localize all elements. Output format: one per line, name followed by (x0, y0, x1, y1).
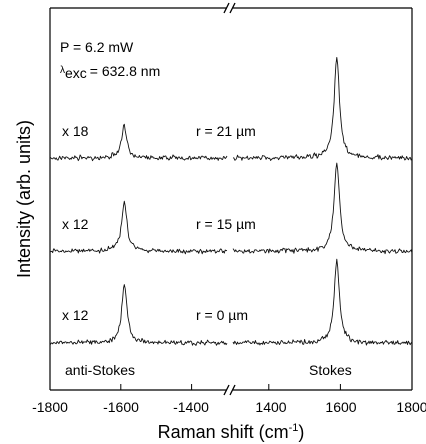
x-axis-title-sup: -1 (289, 422, 299, 434)
tick-label-1600: 1600 (325, 399, 356, 415)
wavelength-label: λexc = 632.8 nm (60, 63, 160, 81)
region-label-anti-stokes: anti-Stokes (65, 362, 135, 378)
series-label-r21: r = 21 µm (196, 123, 256, 139)
scale-label-r0: x 12 (62, 307, 89, 323)
series-0-anti-stokes-line (49, 123, 228, 162)
break-mark-bottom-2 (229, 384, 236, 396)
series-2-stokes-line (232, 258, 413, 346)
break-mark-top-2 (229, 2, 236, 14)
series-label-r0: r = 0 µm (196, 307, 248, 323)
series-1-stokes-line (232, 162, 413, 255)
region-label-stokes: Stokes (309, 362, 352, 378)
tick-label-neg1400: -1400 (173, 399, 209, 415)
power-label: P = 6.2 mW (60, 39, 134, 55)
lambda-subscript: exc (65, 65, 87, 81)
x-ticks (49, 384, 413, 390)
tick-label-neg1600: -1600 (103, 399, 139, 415)
y-axis-title: Intensity (arb. units) (14, 120, 34, 278)
series-1-anti-stokes-line (49, 200, 228, 255)
x-axis-title: Raman shift (cm-1) (158, 422, 305, 442)
tick-label-1800: 1800 (396, 399, 426, 415)
scale-label-r15: x 12 (62, 216, 89, 232)
break-mark-top-1 (223, 2, 230, 14)
series-2-anti-stokes-line (49, 284, 228, 346)
plot-frame (49, 2, 413, 396)
lambda-symbol: λ (60, 65, 65, 76)
scale-label-r21: x 18 (62, 123, 89, 139)
lambda-value: = 632.8 nm (90, 63, 160, 79)
x-axis-title-end: ) (298, 422, 304, 442)
tick-label-neg1800: -1800 (32, 399, 68, 415)
x-axis-title-main: Raman shift (cm (158, 422, 289, 442)
break-mark-bottom-1 (223, 384, 230, 396)
tick-label-1400: 1400 (255, 399, 286, 415)
series-0-stokes-line (232, 56, 413, 161)
series-label-r15: r = 15 µm (196, 216, 256, 232)
spectra-traces (49, 56, 413, 346)
